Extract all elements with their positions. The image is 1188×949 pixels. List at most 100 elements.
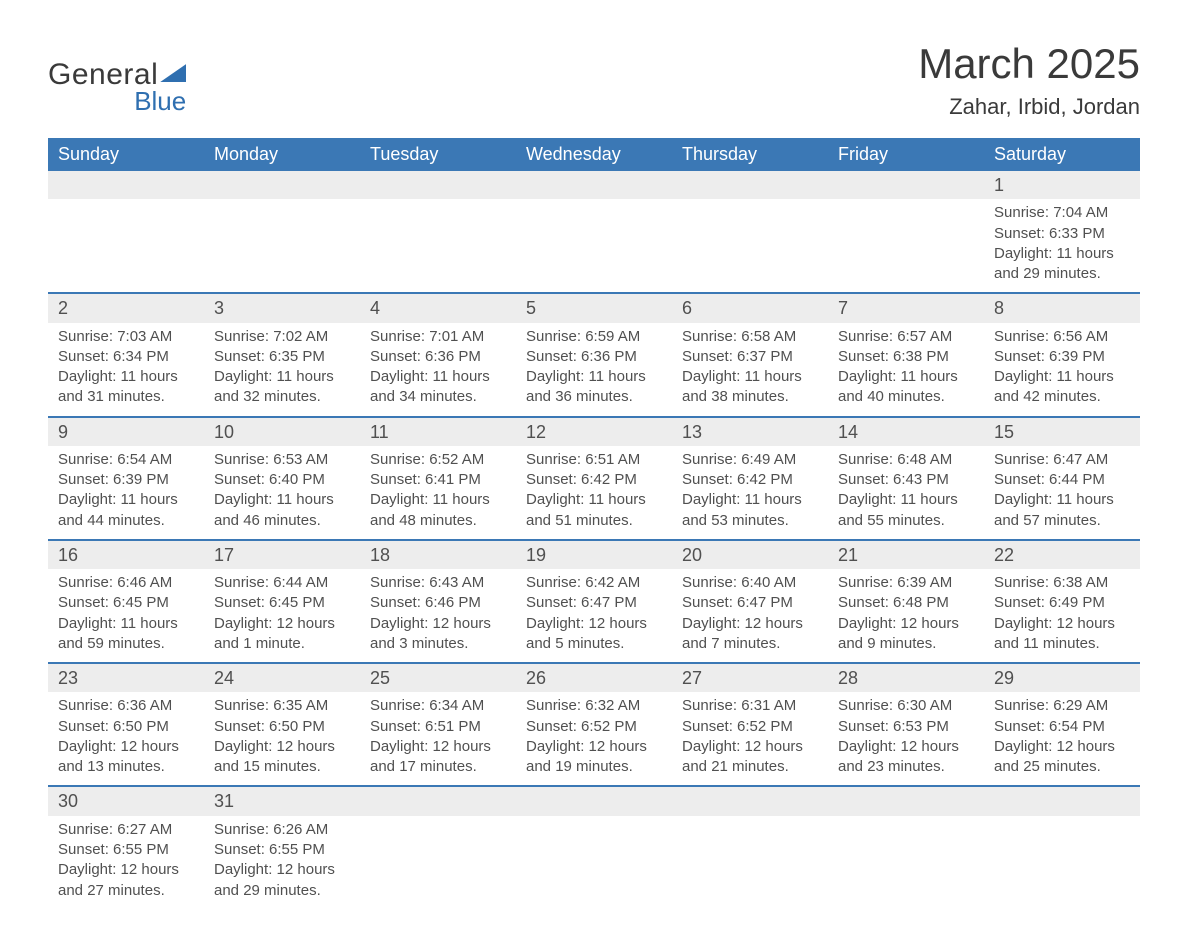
sunset: Sunset: 6:41 PM (370, 470, 506, 490)
daylight: Daylight: 11 hours (214, 367, 350, 387)
empty-cell (516, 199, 672, 293)
daylight: Daylight: 12 hours (526, 737, 662, 757)
day-cell: Sunrise: 6:32 AMSunset: 6:52 PMDaylight:… (516, 692, 672, 786)
daylight: and 19 minutes. (526, 757, 662, 777)
day-cell: Sunrise: 6:57 AMSunset: 6:38 PMDaylight:… (828, 323, 984, 417)
day-header: Saturday (984, 138, 1140, 171)
title-block: March 2025 Zahar, Irbid, Jordan (918, 40, 1140, 120)
daylight: Daylight: 12 hours (214, 860, 350, 880)
day-number-row: 23242526272829 (48, 663, 1140, 692)
day-header: Thursday (672, 138, 828, 171)
day-cell: Sunrise: 6:42 AMSunset: 6:47 PMDaylight:… (516, 569, 672, 663)
sunset: Sunset: 6:50 PM (214, 717, 350, 737)
daylight: and 51 minutes. (526, 511, 662, 531)
sunset: Sunset: 6:48 PM (838, 593, 974, 613)
day-cell: Sunrise: 6:54 AMSunset: 6:39 PMDaylight:… (48, 446, 204, 540)
empty-cell (360, 816, 516, 909)
day-header: Tuesday (360, 138, 516, 171)
sunset: Sunset: 6:46 PM (370, 593, 506, 613)
day-cell: Sunrise: 6:27 AMSunset: 6:55 PMDaylight:… (48, 816, 204, 909)
daylight: and 57 minutes. (994, 511, 1130, 531)
day-number: 22 (984, 540, 1140, 569)
empty-cell (984, 816, 1140, 909)
daylight: Daylight: 12 hours (58, 860, 194, 880)
sunrise: Sunrise: 6:34 AM (370, 696, 506, 716)
daylight: and 29 minutes. (214, 881, 350, 901)
daylight: Daylight: 11 hours (838, 367, 974, 387)
daylight: Daylight: 12 hours (58, 737, 194, 757)
day-cell: Sunrise: 6:38 AMSunset: 6:49 PMDaylight:… (984, 569, 1140, 663)
day-number: 7 (828, 293, 984, 322)
daylight: Daylight: 12 hours (214, 614, 350, 634)
empty-cell (828, 786, 984, 815)
daylight: and 40 minutes. (838, 387, 974, 407)
day-number-row: 16171819202122 (48, 540, 1140, 569)
sunset: Sunset: 6:40 PM (214, 470, 350, 490)
daylight: and 1 minute. (214, 634, 350, 654)
sunrise: Sunrise: 6:44 AM (214, 573, 350, 593)
sunset: Sunset: 6:50 PM (58, 717, 194, 737)
day-number: 5 (516, 293, 672, 322)
sunset: Sunset: 6:55 PM (214, 840, 350, 860)
daylight: and 23 minutes. (838, 757, 974, 777)
sunset: Sunset: 6:43 PM (838, 470, 974, 490)
day-number: 3 (204, 293, 360, 322)
sunset: Sunset: 6:51 PM (370, 717, 506, 737)
daylight: Daylight: 12 hours (838, 737, 974, 757)
daylight: and 36 minutes. (526, 387, 662, 407)
daylight: Daylight: 11 hours (994, 490, 1130, 510)
daylight: Daylight: 11 hours (994, 367, 1130, 387)
day-cell: Sunrise: 6:48 AMSunset: 6:43 PMDaylight:… (828, 446, 984, 540)
daylight: Daylight: 12 hours (994, 614, 1130, 634)
daylight: Daylight: 11 hours (526, 367, 662, 387)
day-cell: Sunrise: 6:51 AMSunset: 6:42 PMDaylight:… (516, 446, 672, 540)
day-cell: Sunrise: 6:58 AMSunset: 6:37 PMDaylight:… (672, 323, 828, 417)
sunrise: Sunrise: 6:38 AM (994, 573, 1130, 593)
sunrise: Sunrise: 6:40 AM (682, 573, 818, 593)
sunset: Sunset: 6:49 PM (994, 593, 1130, 613)
day-cell: Sunrise: 6:34 AMSunset: 6:51 PMDaylight:… (360, 692, 516, 786)
day-number: 1 (984, 171, 1140, 199)
sunset: Sunset: 6:52 PM (682, 717, 818, 737)
daylight: Daylight: 11 hours (994, 244, 1130, 264)
daylight: and 3 minutes. (370, 634, 506, 654)
daylight: Daylight: 12 hours (682, 614, 818, 634)
day-cell: Sunrise: 6:49 AMSunset: 6:42 PMDaylight:… (672, 446, 828, 540)
sunset: Sunset: 6:39 PM (994, 347, 1130, 367)
day-cell: Sunrise: 6:36 AMSunset: 6:50 PMDaylight:… (48, 692, 204, 786)
empty-cell (204, 199, 360, 293)
sunset: Sunset: 6:36 PM (370, 347, 506, 367)
daylight: and 9 minutes. (838, 634, 974, 654)
daylight: and 11 minutes. (994, 634, 1130, 654)
day-number: 16 (48, 540, 204, 569)
sunset: Sunset: 6:52 PM (526, 717, 662, 737)
day-number: 19 (516, 540, 672, 569)
daylight: Daylight: 11 hours (58, 614, 194, 634)
empty-cell (672, 171, 828, 199)
sunrise: Sunrise: 6:29 AM (994, 696, 1130, 716)
sunset: Sunset: 6:47 PM (682, 593, 818, 613)
sunrise: Sunrise: 6:43 AM (370, 573, 506, 593)
day-cell: Sunrise: 6:43 AMSunset: 6:46 PMDaylight:… (360, 569, 516, 663)
sunrise: Sunrise: 7:04 AM (994, 203, 1130, 223)
day-number-row: 9101112131415 (48, 417, 1140, 446)
sunrise: Sunrise: 6:58 AM (682, 327, 818, 347)
daylight: Daylight: 12 hours (994, 737, 1130, 757)
empty-cell (672, 199, 828, 293)
flag-icon (160, 64, 186, 82)
day-body-row: Sunrise: 6:54 AMSunset: 6:39 PMDaylight:… (48, 446, 1140, 540)
daylight: and 38 minutes. (682, 387, 818, 407)
sunrise: Sunrise: 6:35 AM (214, 696, 350, 716)
sunset: Sunset: 6:33 PM (994, 224, 1130, 244)
empty-cell (828, 199, 984, 293)
sunrise: Sunrise: 6:48 AM (838, 450, 974, 470)
sunrise: Sunrise: 6:39 AM (838, 573, 974, 593)
sunrise: Sunrise: 6:54 AM (58, 450, 194, 470)
empty-cell (360, 171, 516, 199)
empty-cell (360, 786, 516, 815)
page-title: March 2025 (918, 40, 1140, 88)
day-body-row: Sunrise: 6:36 AMSunset: 6:50 PMDaylight:… (48, 692, 1140, 786)
daylight: and 15 minutes. (214, 757, 350, 777)
sunset: Sunset: 6:37 PM (682, 347, 818, 367)
sunset: Sunset: 6:35 PM (214, 347, 350, 367)
